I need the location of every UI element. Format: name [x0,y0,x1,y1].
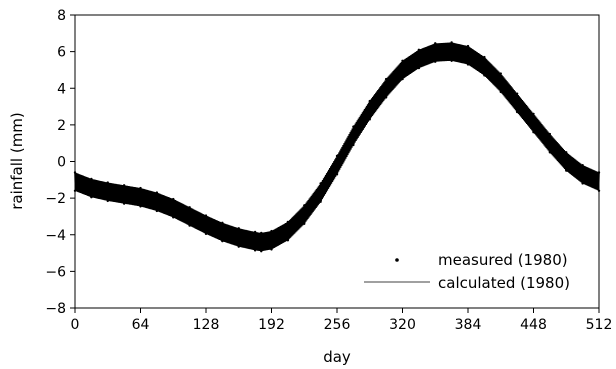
y-axis-label: rainfall (mm) [8,112,26,210]
series-calculated-line [74,51,600,243]
measured-point [548,151,552,154]
measured-point [260,231,263,235]
measured-point [253,230,257,234]
measured-point [581,163,584,167]
measured-point [319,200,322,203]
x-tick-label-5: 320 [389,317,416,333]
measured-point [450,41,453,44]
measured-point [204,232,208,236]
legend-marker-measured [395,258,399,262]
x-tick-label-3: 192 [258,317,285,333]
measured-point [90,196,93,199]
y-tick-label-2: −4 [45,228,66,244]
measured-point [155,209,159,213]
measured-point [352,143,355,147]
measured-point [401,59,404,62]
measured-point [401,77,404,81]
y-axis: −8 −6 −4 −2 0 2 4 6 8 [45,8,75,317]
measured-point [417,48,421,51]
measured-point [221,239,224,243]
x-tick-label-7: 448 [520,317,547,333]
measured-point [303,204,306,207]
measured-points-band [74,42,600,252]
measured-point [483,74,486,77]
series-measured [73,41,601,253]
measured-point [352,125,355,128]
measured-point [515,92,519,95]
measured-point [260,250,263,253]
measured-point [335,154,339,158]
measured-point [286,239,290,242]
x-axis: 0 64 128 192 256 320 384 448 512 [71,308,613,333]
legend-label-measured: measured (1980) [438,251,568,269]
measured-point [319,182,322,185]
y-tick-label-1: −6 [45,264,66,280]
measured-point [106,181,109,184]
measured-point [106,199,109,203]
x-tick-label-0: 0 [71,317,80,333]
measured-point [172,197,175,201]
measured-point [466,44,470,48]
measured-point [253,249,257,252]
measured-point [270,229,273,233]
x-tick-label-6: 384 [455,317,482,333]
measured-point [237,227,240,230]
measured-point [581,182,584,185]
measured-point [188,224,191,227]
y-tick-label-4: 0 [57,155,66,171]
measured-point [434,60,437,63]
measured-point [515,110,519,114]
measured-point [90,177,93,181]
plot-area [73,41,601,253]
x-tick-label-1: 64 [132,317,150,333]
measured-point [384,96,388,99]
y-tick-label-0: −8 [45,301,66,317]
measured-point [122,202,126,205]
measured-point [565,151,568,154]
measured-point [139,205,142,208]
measured-point [483,55,486,59]
x-tick-label-2: 128 [193,317,220,333]
measured-point [221,221,224,225]
measured-point [188,206,191,209]
measured-point [384,77,388,81]
measured-point [204,214,208,217]
measured-point [499,90,502,94]
legend-label-calculated: calculated (1980) [438,274,570,292]
measured-point [172,216,175,219]
measured-point [417,66,421,70]
y-tick-label-3: −2 [45,191,66,207]
measured-point [155,191,159,194]
measured-point [122,184,126,187]
y-tick-label-6: 4 [57,81,66,97]
measured-point [368,118,371,121]
x-tick-label-4: 256 [324,317,351,333]
measured-point [286,220,290,224]
measured-point [270,248,273,251]
y-tick-label-8: 8 [57,8,66,24]
measured-point [565,169,568,172]
measured-point [466,63,470,66]
measured-point [303,222,306,225]
measured-point [499,72,502,75]
measured-point [532,131,535,134]
y-tick-label-7: 6 [57,45,66,61]
measured-point [139,186,142,190]
measured-point [532,112,535,116]
measured-point [450,59,453,62]
legend: measured (1980) calculated (1980) [364,251,570,292]
y-tick-label-5: 2 [57,118,66,134]
x-axis-label: day [323,348,351,366]
measured-point [237,245,240,248]
x-tick-label-8: 512 [586,317,613,333]
measured-point [335,173,339,176]
measured-point [434,42,437,45]
measured-point [548,132,552,136]
measured-point [368,99,371,103]
